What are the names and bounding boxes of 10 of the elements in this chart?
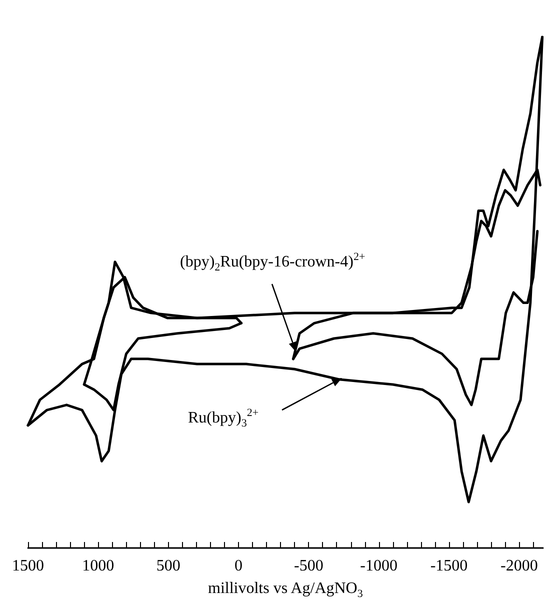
x-tick-label: 1500 xyxy=(12,558,44,574)
x-tick-label: -1000 xyxy=(360,558,398,574)
x-tick-label: 0 xyxy=(234,558,242,574)
x-axis-title: millivolts vs Ag/AgNO$_{3}$ xyxy=(208,580,363,600)
x-tick-label: -2000 xyxy=(500,558,538,574)
x-tick-label: 1000 xyxy=(82,558,114,574)
annotation: (bpy)$_{2}$Ru(bpy-16-crown-4)$^{2+}$ xyxy=(180,250,366,274)
x-tick-label: 500 xyxy=(156,558,180,574)
x-tick-label: -500 xyxy=(294,558,324,574)
x-tick-label: -1500 xyxy=(430,558,468,574)
